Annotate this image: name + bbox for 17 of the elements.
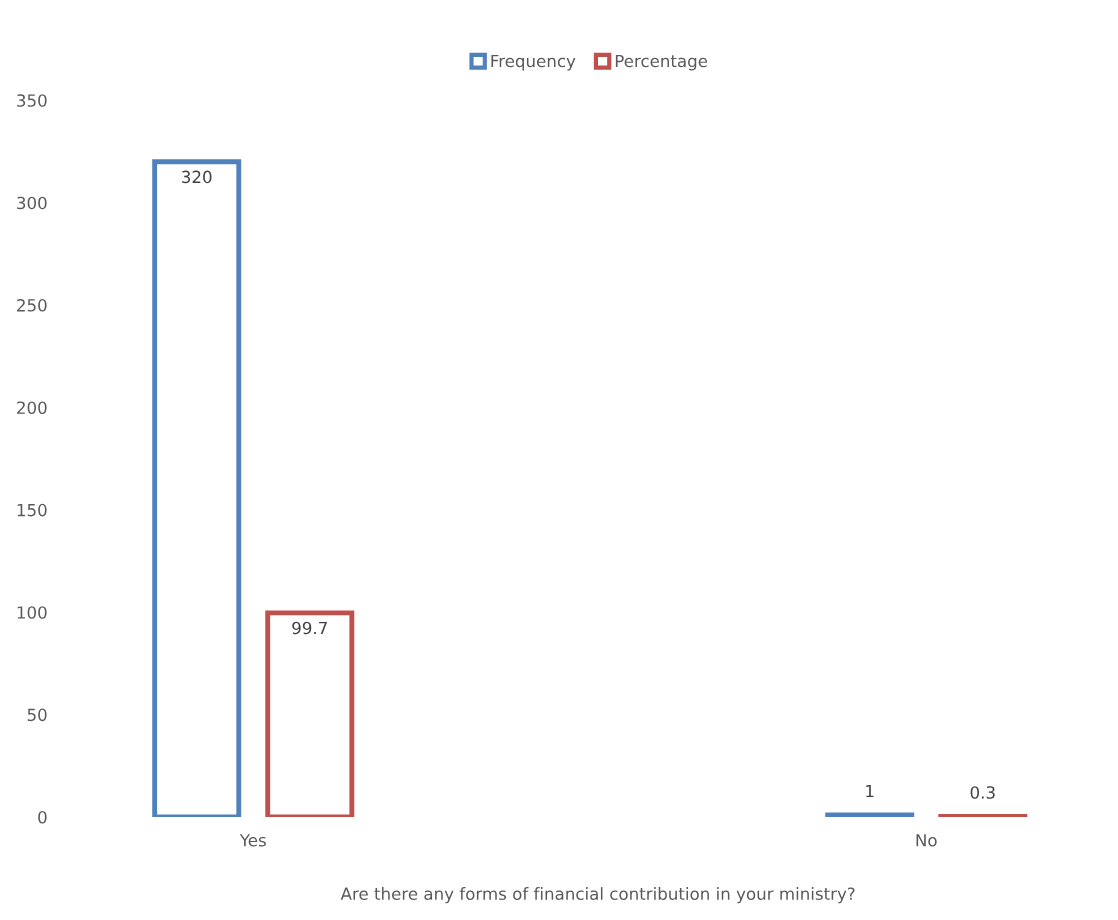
x-axis-title: Are there any forms of financial contribution in your ministry?: [340, 887, 855, 904]
y-tick-label: 50: [27, 708, 47, 722]
y-tick-label: 250: [17, 299, 47, 312]
x-tick-label: No: [916, 834, 937, 847]
y-tick-label: 200: [17, 401, 47, 414]
data-label: 320: [182, 170, 212, 184]
data-label: 99.7: [292, 621, 327, 635]
y-tick-label: 300: [17, 196, 47, 210]
legend-label: Frequency: [491, 54, 576, 71]
y-tick-label: 0: [38, 810, 47, 824]
legend-label: Percentage: [615, 54, 708, 71]
y-tick-label: 350: [17, 94, 47, 107]
x-tick-label: Yes: [239, 834, 266, 847]
data-label: 0.3: [970, 786, 995, 799]
data-label: 1: [866, 784, 874, 798]
y-tick-label: 100: [17, 606, 47, 619]
y-tick-label: 150: [17, 503, 47, 517]
